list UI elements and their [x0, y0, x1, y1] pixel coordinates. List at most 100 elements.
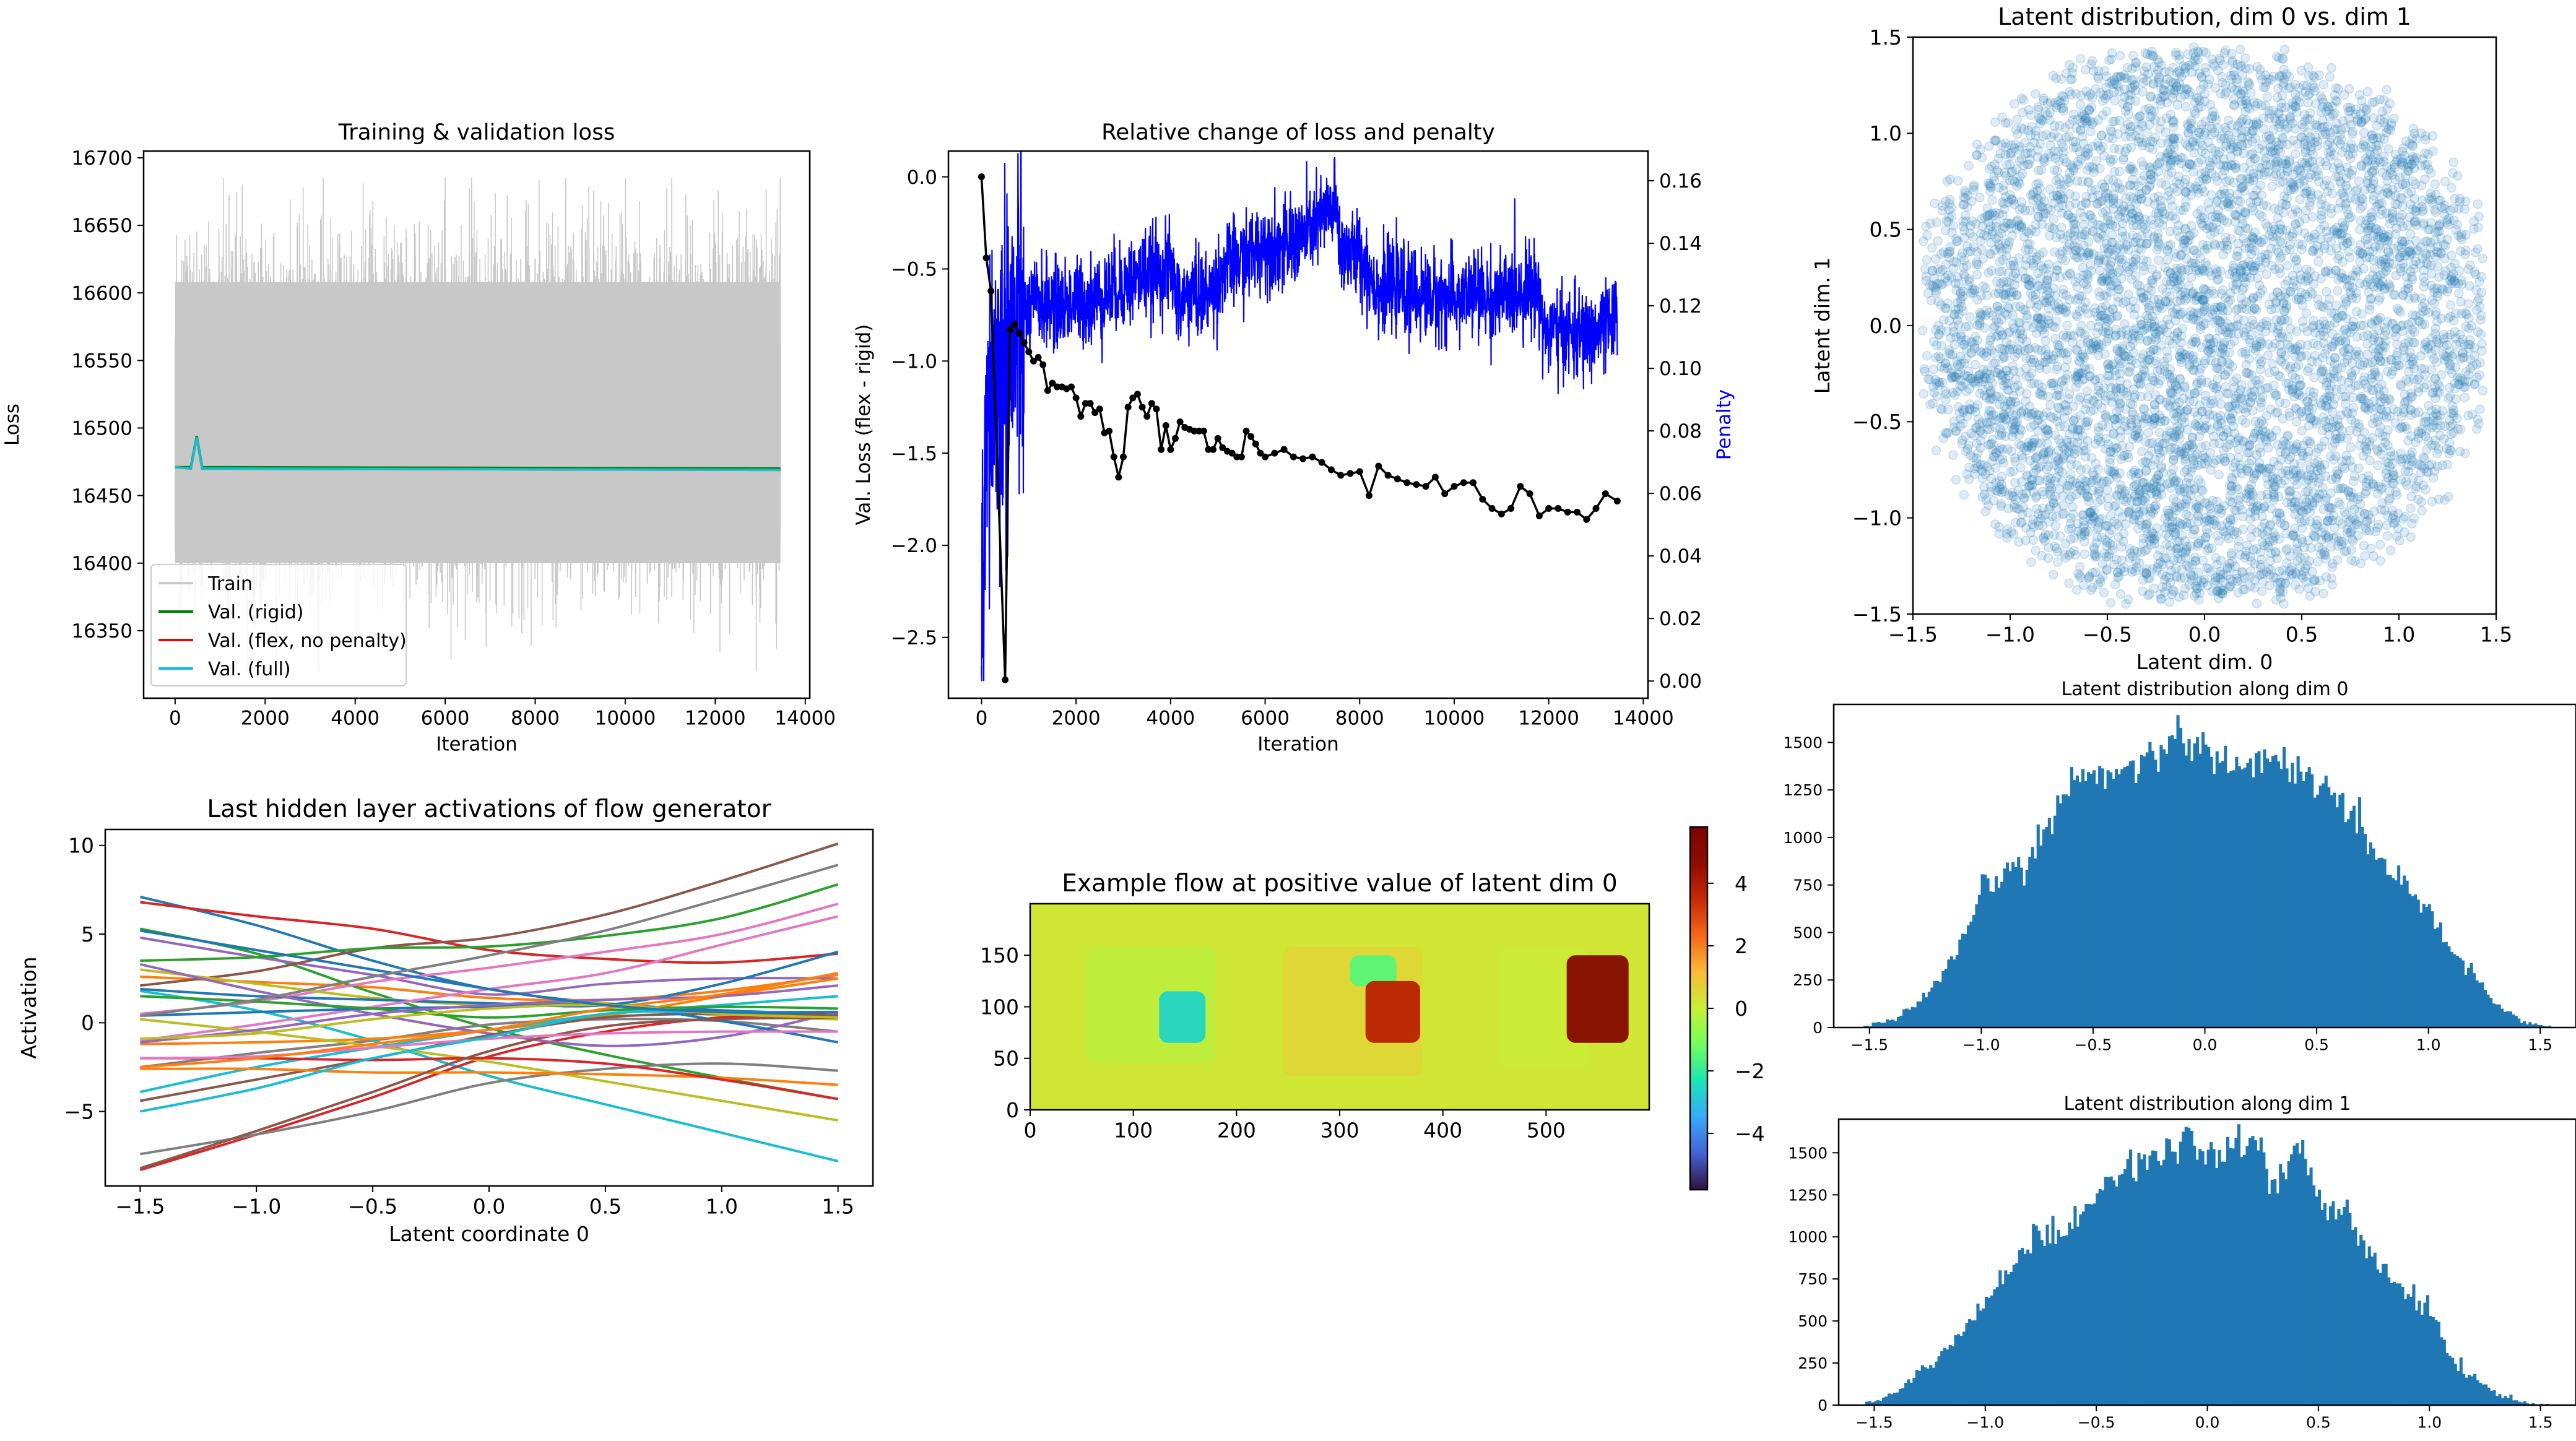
- scatter-point: [2256, 402, 2266, 412]
- val-loss-marker: [978, 173, 985, 181]
- scatter-point: [2180, 175, 2191, 184]
- scatter-point: [2072, 311, 2083, 322]
- val-loss-marker: [1451, 483, 1458, 490]
- scatter-point: [1995, 257, 2005, 267]
- scatter-point: [2101, 535, 2110, 545]
- scatter-point: [2164, 319, 2174, 329]
- scatter-point: [2079, 488, 2089, 498]
- scatter-point: [2315, 463, 2325, 473]
- val-loss-marker: [1030, 357, 1037, 365]
- scatter-point: [2153, 366, 2162, 376]
- scatter-point: [2102, 493, 2113, 503]
- scatter-point: [2452, 220, 2463, 230]
- scatter-point: [1975, 193, 1985, 202]
- scatter-point: [2421, 249, 2432, 259]
- scatter-point: [2302, 366, 2313, 376]
- scatter-point: [2285, 82, 2295, 92]
- scatter-point: [2342, 524, 2353, 534]
- scatter-point: [2205, 448, 2216, 458]
- scatter-point: [2016, 197, 2027, 207]
- scatter-point: [2097, 179, 2107, 189]
- scatter-point: [2312, 515, 2322, 526]
- scatter-point: [2276, 348, 2286, 358]
- scatter-point: [2235, 45, 2245, 54]
- scatter-point: [2290, 403, 2301, 413]
- scatter-point: [2272, 553, 2282, 563]
- scatter-point: [2476, 272, 2487, 282]
- scatter-point: [1962, 371, 1973, 381]
- scatter-point: [2387, 459, 2398, 469]
- val-loss-marker: [1290, 453, 1297, 461]
- scatter-point: [2218, 305, 2228, 315]
- scatter-point: [2062, 321, 2072, 331]
- scatter-point: [2034, 410, 2044, 420]
- scatter-point: [2075, 54, 2086, 64]
- scatter-point: [2354, 90, 2365, 100]
- scatter-point: [2336, 362, 2347, 373]
- scatter-point: [2383, 144, 2394, 154]
- scatter-point: [2128, 296, 2138, 306]
- y-right-tick-label: 0.00: [1659, 670, 1702, 693]
- scatter-point: [2340, 324, 2350, 334]
- scatter-point: [2162, 254, 2172, 265]
- scatter-point: [2376, 504, 2386, 515]
- val-loss-marker: [1555, 504, 1562, 512]
- scatter-point: [2175, 521, 2185, 531]
- scatter-point: [2017, 168, 2027, 179]
- scatter-point: [2356, 96, 2367, 106]
- scatter-point: [1953, 236, 1963, 246]
- val-loss-marker: [1115, 474, 1122, 481]
- scatter-point: [2086, 477, 2096, 487]
- scatter-point: [2041, 431, 2051, 441]
- scatter-point: [2411, 153, 2421, 163]
- scatter-point: [2031, 252, 2042, 262]
- scatter-point: [2401, 180, 2411, 190]
- scatter-point: [2382, 530, 2393, 541]
- val-loss-marker: [987, 287, 995, 295]
- val-loss-marker: [1039, 361, 1047, 368]
- scatter-point: [2197, 146, 2207, 156]
- scatter-point: [2464, 323, 2474, 334]
- scatter-point: [2027, 368, 2037, 378]
- y-tick-label: 16400: [71, 553, 132, 575]
- scatter-point: [2075, 573, 2086, 582]
- scatter-point: [2331, 97, 2342, 106]
- scatter-point: [2131, 358, 2141, 368]
- scatter-point: [2460, 448, 2470, 459]
- val-loss-marker: [1148, 400, 1155, 407]
- scatter-point: [2257, 511, 2267, 521]
- scatter-point: [1955, 352, 1966, 361]
- scatter-point: [1946, 373, 1956, 383]
- scatter-point: [2018, 266, 2028, 277]
- scatter-point: [2179, 590, 2188, 600]
- scatter-point: [2146, 446, 2157, 456]
- scatter-point: [2395, 251, 2405, 261]
- scatter-point: [2048, 569, 2058, 580]
- scatter-point: [2381, 122, 2391, 132]
- val-loss-marker: [1431, 474, 1439, 481]
- scatter-point: [2164, 532, 2174, 542]
- val-loss-marker: [1337, 472, 1345, 479]
- y-right-tick-label: 0.12: [1659, 295, 1702, 318]
- y-tick-label: 16450: [71, 485, 132, 508]
- scatter-point: [2045, 152, 2056, 162]
- scatter-point: [2306, 142, 2317, 152]
- scatter-point: [1961, 322, 1971, 332]
- scatter-point: [1965, 373, 1975, 384]
- legend-label: Val. (flex, no penalty): [208, 630, 407, 652]
- scatter-point: [1955, 381, 1965, 391]
- scatter-point: [2053, 132, 2063, 143]
- val-loss-marker: [1366, 492, 1373, 500]
- scatter-point: [2227, 474, 2237, 484]
- scatter-point: [2080, 476, 2091, 487]
- scatter-point: [2097, 340, 2107, 350]
- scatter-point: [2459, 382, 2469, 392]
- scatter-point: [2081, 64, 2091, 75]
- scatter-point: [2418, 154, 2428, 164]
- scatter-point: [2193, 502, 2204, 512]
- scatter-point: [2268, 71, 2279, 82]
- scatter-point: [2102, 485, 2112, 495]
- scatter-point: [2230, 163, 2240, 173]
- scatter-point: [2430, 205, 2440, 215]
- y-right-tick-label: 0.02: [1659, 608, 1702, 630]
